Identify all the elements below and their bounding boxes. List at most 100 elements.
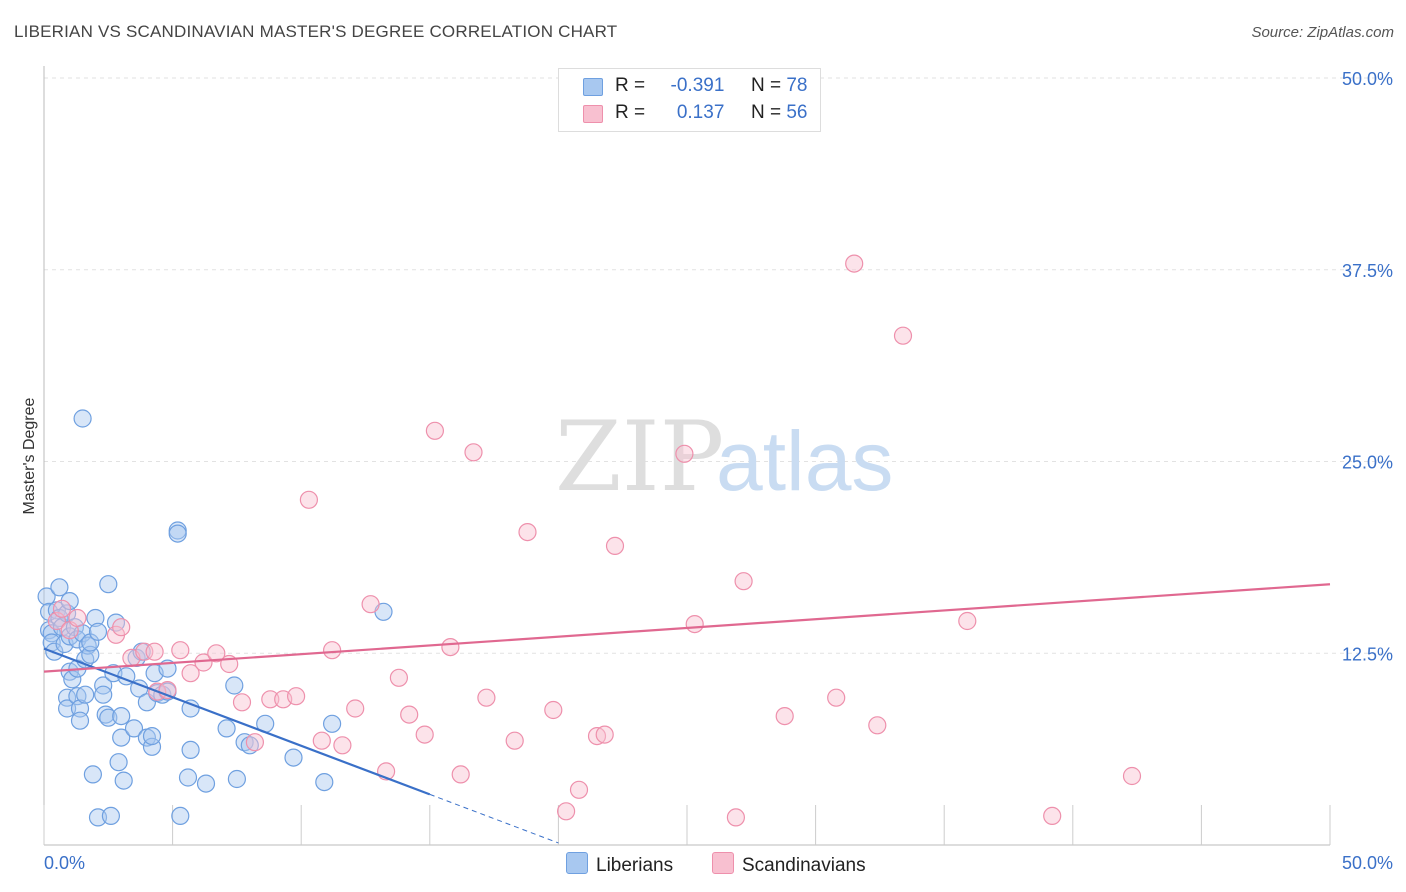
liberians-point xyxy=(240,736,259,755)
y-axis-label: Master's Degree xyxy=(21,397,38,514)
liberians-point xyxy=(94,676,113,695)
scandinavians-point xyxy=(312,731,331,750)
liberians-point xyxy=(196,774,216,793)
liberians-point xyxy=(73,409,92,428)
scandinavians-point xyxy=(587,726,607,746)
scandinavians-point xyxy=(389,668,408,687)
gridlines xyxy=(44,77,1395,654)
liberians-point xyxy=(142,726,162,746)
series-liberians-points xyxy=(37,409,393,827)
liberians-point xyxy=(124,719,144,738)
liberians-point xyxy=(81,645,100,664)
liberians-point xyxy=(83,765,103,784)
bottom-legend-scandinavians: Scandinavians xyxy=(712,852,866,877)
liberians-point xyxy=(323,714,342,733)
scandinavians-point xyxy=(245,733,264,752)
scandinavians-point xyxy=(518,522,537,542)
liberians-point xyxy=(217,719,236,738)
liberians-point xyxy=(101,806,121,826)
scandinavians-point xyxy=(734,572,753,591)
bottom-legend-swatch-liberians xyxy=(566,852,588,874)
scandinavians-point xyxy=(868,716,887,735)
x-tick-label-min: 0.0% xyxy=(44,853,85,873)
y-tick-label: 50.0% xyxy=(1342,69,1393,89)
legend-n-value-scandinavians: 56 xyxy=(786,102,808,123)
watermark-atlas: atlas xyxy=(716,414,893,508)
liberians-point xyxy=(37,587,56,606)
liberians-point xyxy=(284,748,303,767)
scandinavians-point xyxy=(827,688,846,707)
liberians-trend-extension xyxy=(429,793,559,844)
scandinavians-point xyxy=(595,725,614,744)
scandinavians-point xyxy=(1122,766,1142,786)
scandinavians-point xyxy=(261,690,280,709)
liberians-point xyxy=(70,711,90,730)
liberians-point xyxy=(171,806,190,826)
scandinavians-point xyxy=(415,725,434,744)
bottom-legend-liberians: Liberians xyxy=(566,852,673,877)
liberians-point xyxy=(235,733,254,752)
axes xyxy=(43,66,1331,846)
scandinavians-point xyxy=(685,614,704,634)
liberians-point xyxy=(109,753,128,772)
series-scandinavians-points xyxy=(47,254,1142,827)
liberians-point xyxy=(60,591,79,611)
scandinavians-point xyxy=(207,644,226,663)
scandinavians-point xyxy=(333,736,352,755)
chart-title: LIBERIAN VS SCANDINAVIAN MASTER'S DEGREE… xyxy=(14,22,618,41)
scandinavians-point xyxy=(346,699,365,718)
liberians-point xyxy=(86,608,105,628)
source-label: Source: ZipAtlas.com xyxy=(1251,24,1394,41)
legend-n-label: N = xyxy=(750,102,782,123)
scandinavians-point xyxy=(1043,806,1062,826)
scandinavians-point xyxy=(556,802,576,821)
liberians-point xyxy=(181,740,200,760)
correlation-legend: R = -0.391 N = 78 R = 0.137 N = 56 xyxy=(558,68,821,132)
liberians-point xyxy=(168,524,187,543)
scandinavians-point xyxy=(232,693,252,712)
bottom-legend-label-liberians: Liberians xyxy=(596,855,674,876)
scandinavians-point xyxy=(775,706,794,726)
scandinavians-point xyxy=(400,705,419,724)
liberians-point xyxy=(57,699,77,718)
liberians-point xyxy=(99,575,118,594)
watermark-zip: ZIP xyxy=(555,401,724,513)
scandinavians-point xyxy=(299,490,318,509)
x-tick-label-max: 50.0% xyxy=(1342,853,1393,873)
legend-r-value-liberians: -0.391 xyxy=(670,75,725,96)
liberians-point xyxy=(225,676,244,695)
liberians-point xyxy=(50,578,69,597)
scandinavians-point xyxy=(135,642,154,661)
scandinavians-point xyxy=(361,595,380,614)
scandinavians-point xyxy=(52,599,72,618)
scandinavians-trend-line xyxy=(43,583,1331,673)
scandinavians-point xyxy=(845,254,864,273)
liberians-point xyxy=(88,622,108,641)
y-tick-label: 12.5% xyxy=(1342,644,1393,664)
scandinavians-point xyxy=(287,687,306,706)
scandinavians-point xyxy=(893,326,913,345)
scandinavians-point xyxy=(958,611,977,631)
scandinavians-point xyxy=(605,536,625,556)
liberians-point xyxy=(181,699,200,718)
liberians-point xyxy=(227,769,246,789)
scandinavians-point xyxy=(451,765,470,784)
liberians-point xyxy=(142,737,162,756)
liberians-point xyxy=(315,772,334,792)
scandinavians-point xyxy=(675,444,694,463)
scandinavians-point xyxy=(171,641,190,660)
bottom-legend-swatch-scandinavians xyxy=(712,852,734,874)
scandinavians-point xyxy=(544,700,563,720)
y-tick-label: 37.5% xyxy=(1342,261,1393,281)
liberians-point xyxy=(112,706,131,726)
bottom-legend-label-scandinavians: Scandinavians xyxy=(742,855,866,876)
scandinavians-point xyxy=(726,808,746,827)
scandinavians-point xyxy=(425,421,444,440)
legend-n-value-liberians: 78 xyxy=(786,75,808,96)
legend-r-label: R = xyxy=(615,102,646,123)
scandinavians-point xyxy=(477,688,496,707)
liberians-point xyxy=(76,685,95,704)
liberians-point xyxy=(94,685,113,704)
liberians-point xyxy=(112,728,131,747)
